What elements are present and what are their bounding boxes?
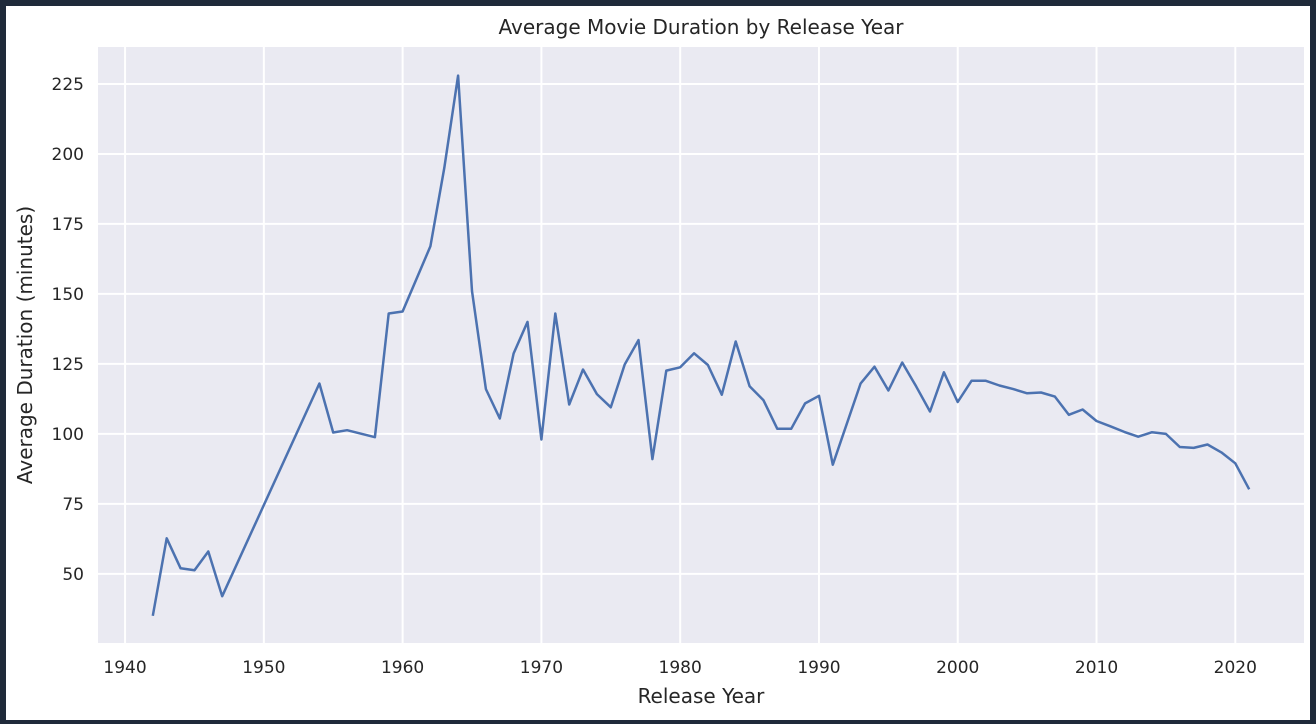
y-tick-label: 175	[52, 215, 84, 235]
x-tick-label: 1950	[242, 658, 285, 678]
x-tick-label: 1970	[520, 658, 563, 678]
plot-area	[98, 47, 1304, 643]
series-line	[151, 74, 1251, 617]
x-tick-label: 1940	[103, 658, 146, 678]
x-tick-labels: 1940 1950 1960 1970 1980 1990 2000 2010 2020	[103, 658, 1257, 678]
x-axis-label: Release Year	[638, 684, 766, 708]
x-tick-label: 1980	[659, 658, 702, 678]
y-tick-label: 75	[62, 495, 84, 515]
y-tick-label: 150	[52, 285, 84, 305]
gridlines	[98, 47, 1304, 643]
y-tick-labels: 50 75 100 125 150 175 200 225	[52, 75, 84, 585]
series-lines	[151, 74, 1251, 617]
y-axis-label: Average Duration (minutes)	[13, 206, 37, 484]
chart-title: Average Movie Duration by Release Year	[499, 15, 905, 39]
y-tick-label: 125	[52, 355, 84, 375]
y-tick-label: 200	[52, 145, 84, 165]
x-tick-label: 1990	[797, 658, 840, 678]
x-tick-label: 1960	[381, 658, 424, 678]
x-tick-label: 2010	[1075, 658, 1118, 678]
x-tick-label: 2000	[936, 658, 979, 678]
y-tick-label: 225	[52, 75, 84, 95]
y-tick-label: 50	[62, 565, 84, 585]
line-chart: 1940 1950 1960 1970 1980 1990 2000 2010 2020 50 7…	[13, 15, 1304, 708]
y-tick-label: 100	[52, 425, 84, 445]
chart-figure: 1940 1950 1960 1970 1980 1990 2000 2010 2020 50 7…	[6, 6, 1310, 720]
x-tick-label: 2020	[1214, 658, 1257, 678]
